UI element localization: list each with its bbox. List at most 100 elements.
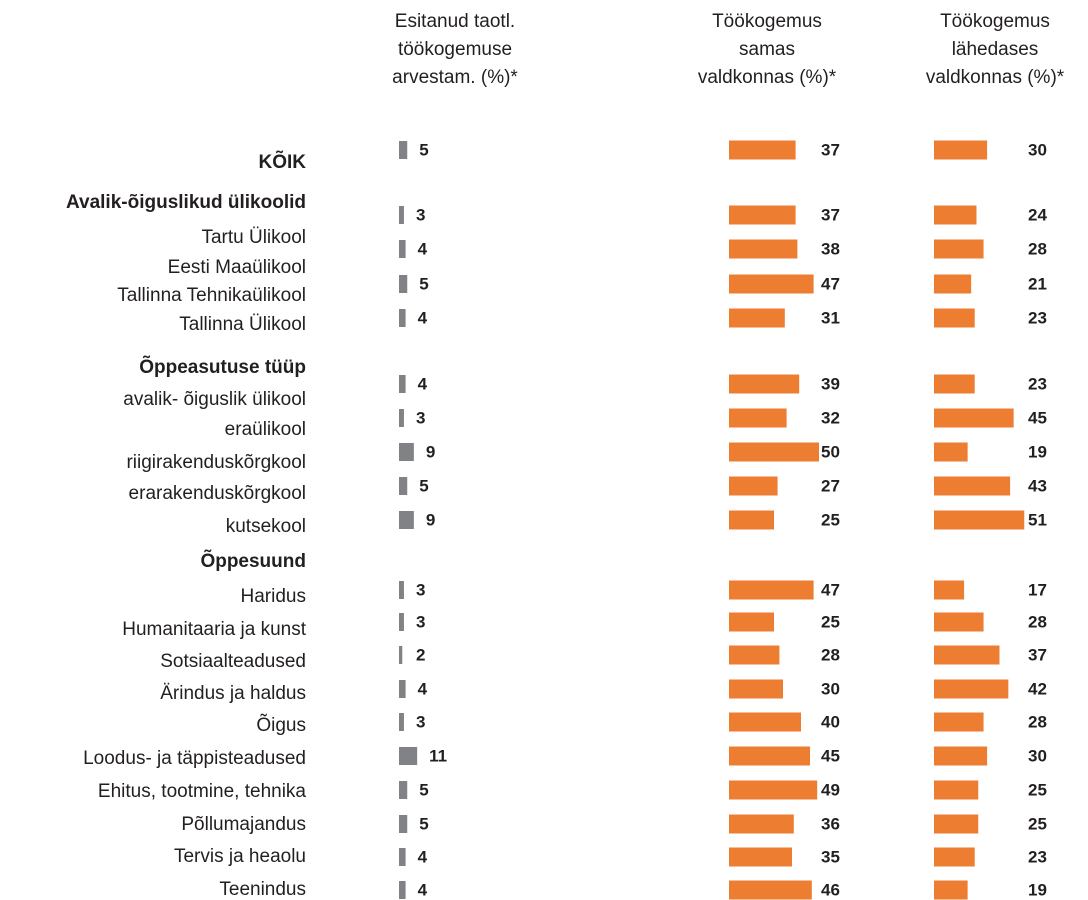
bar (399, 206, 404, 224)
bar (399, 240, 406, 258)
value-label: 5 (419, 780, 428, 799)
category-label: Humanitaaria ja kunst (122, 619, 306, 640)
bar (399, 680, 406, 698)
value-label: 4 (418, 239, 428, 258)
value-label: 40 (821, 712, 840, 731)
category-label: Ehitus, tootmine, tehnika (98, 781, 306, 802)
value-label: 21 (1028, 274, 1047, 293)
bar (729, 140, 796, 160)
bar (729, 612, 774, 632)
bar (729, 408, 787, 428)
bar (934, 442, 968, 462)
value-label: 23 (1028, 374, 1047, 393)
column-header: Töökogemus samas valdkonnas (%)* (697, 11, 837, 88)
bar (399, 141, 408, 159)
bar (399, 646, 403, 664)
bar (399, 275, 408, 293)
bar (729, 442, 819, 462)
category-label: Teenindus (219, 879, 306, 900)
bar (729, 476, 778, 496)
value-label: 25 (1028, 814, 1047, 833)
value-label: 43 (1028, 476, 1047, 495)
value-label: 28 (1028, 612, 1047, 631)
bar (399, 881, 406, 899)
bar (729, 847, 792, 867)
value-label: 17 (1028, 580, 1047, 599)
group-label: Avalik-õiguslikud ülikoolid (66, 192, 306, 213)
bar (934, 510, 1025, 530)
bar (399, 511, 414, 529)
value-label: 47 (821, 274, 840, 293)
bar (729, 274, 814, 294)
value-label: 3 (416, 205, 425, 224)
category-label: Haridus (241, 586, 306, 607)
category-label: kutsekool (226, 516, 306, 537)
bar (729, 308, 785, 328)
category-label: Tallinna Ülikool (179, 314, 306, 335)
value-label: 28 (1028, 712, 1047, 731)
value-label: 39 (821, 374, 840, 393)
bar (934, 612, 984, 632)
value-label: 31 (821, 308, 840, 327)
value-label: 37 (1028, 645, 1047, 664)
value-label: 42 (1028, 679, 1047, 698)
value-label: 3 (416, 580, 425, 599)
value-label: 45 (1028, 408, 1047, 427)
category-label: erarakenduskõrgkool (129, 483, 306, 504)
bar (399, 613, 404, 631)
value-label: 5 (419, 476, 428, 495)
value-label: 5 (419, 274, 428, 293)
category-label: Põllumajandus (181, 814, 306, 835)
bar (934, 308, 975, 328)
value-label: 25 (1028, 780, 1047, 799)
value-label: 4 (418, 308, 428, 327)
value-label: 47 (821, 580, 840, 599)
value-label: 30 (1028, 140, 1047, 159)
value-label: 32 (821, 408, 840, 427)
category-label: Ärindus ja haldus (160, 683, 306, 704)
bar (729, 239, 798, 259)
value-label: 4 (418, 679, 428, 698)
value-label: 24 (1028, 205, 1047, 224)
value-label: 36 (821, 814, 840, 833)
bar (934, 880, 968, 900)
bar (934, 814, 979, 834)
value-label: 2 (416, 645, 425, 664)
bar (934, 408, 1014, 428)
value-label: 4 (418, 847, 428, 866)
bar (934, 205, 977, 225)
group-label: Õppeasutuse tüüp (139, 356, 306, 378)
value-label: 19 (1028, 880, 1047, 899)
value-label: 37 (821, 205, 840, 224)
value-label: 28 (821, 645, 840, 664)
value-label: 28 (1028, 239, 1047, 258)
bar (934, 374, 975, 394)
column-header: Esitanud taotl. töökogemuse arvestam. (%… (392, 11, 518, 88)
category-label: Sotsiaalteadused (160, 651, 306, 672)
value-label: 46 (821, 880, 840, 899)
bar (399, 309, 406, 327)
bar (729, 580, 814, 600)
category-label: Eesti Maaülikool (168, 257, 306, 278)
value-label: 25 (821, 510, 840, 529)
value-label: 35 (821, 847, 840, 866)
bar (729, 645, 780, 665)
bar (934, 274, 972, 294)
bar (399, 477, 408, 495)
bar (934, 476, 1011, 496)
bar (729, 510, 774, 530)
value-label: 9 (426, 442, 435, 461)
bar (729, 814, 794, 834)
group-label: Õppesuund (200, 550, 306, 572)
value-label: 19 (1028, 442, 1047, 461)
bar (729, 205, 796, 225)
category-label: Õigus (256, 714, 306, 736)
value-label: 3 (416, 408, 425, 427)
column-header: Töökogemus lähedases valdkonnas (%)* (925, 11, 1065, 88)
bar (399, 581, 404, 599)
value-label: 23 (1028, 847, 1047, 866)
bar (934, 645, 1000, 665)
value-label: 3 (416, 612, 425, 631)
